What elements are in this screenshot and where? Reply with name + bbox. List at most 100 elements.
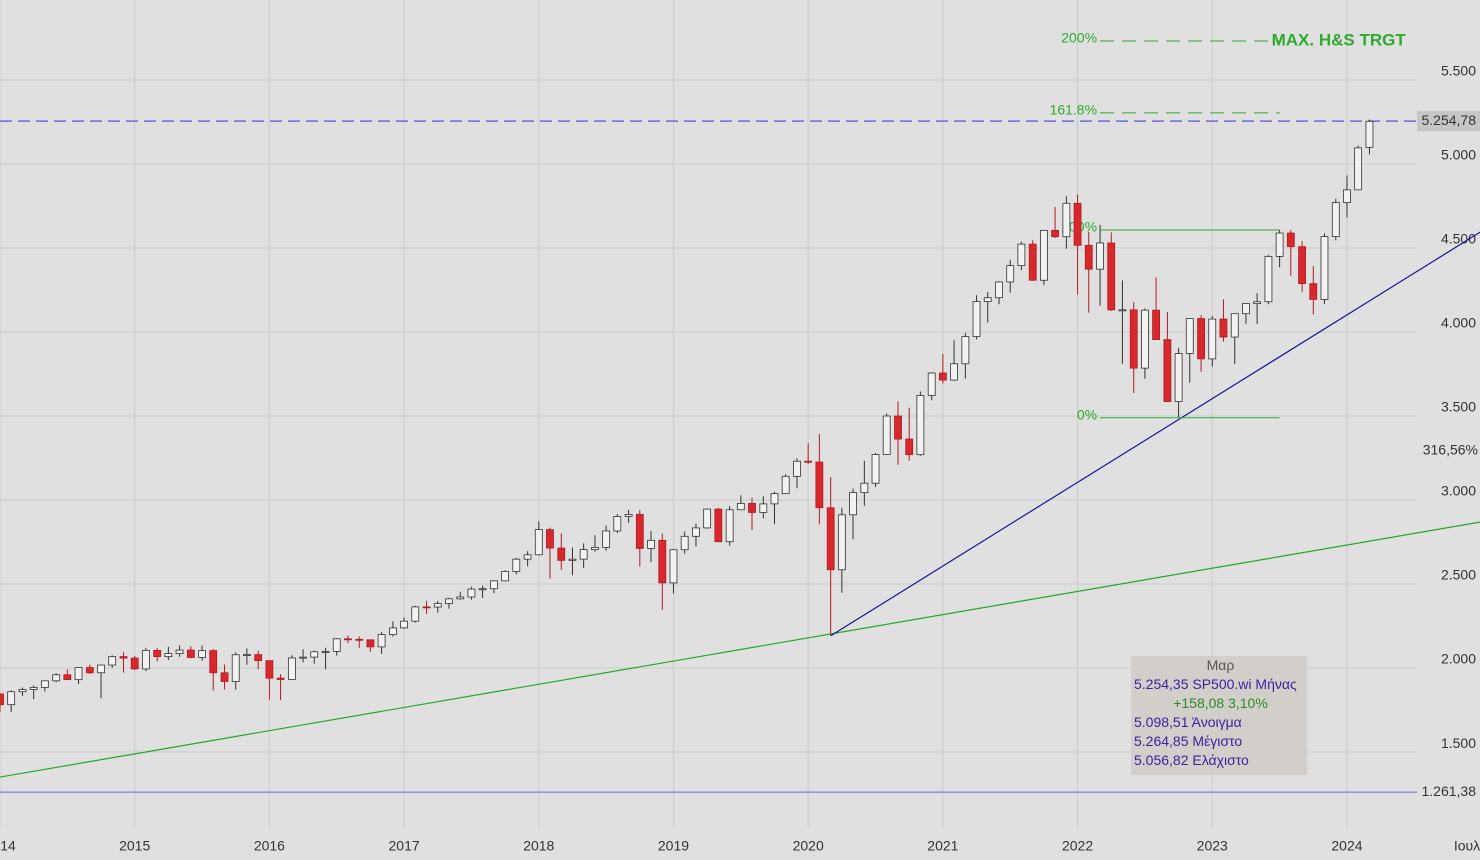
candle-body bbox=[29, 687, 38, 690]
candle-body bbox=[916, 395, 925, 456]
candle-body bbox=[624, 514, 633, 517]
candle-body bbox=[568, 558, 577, 561]
info-title: Μαρ bbox=[1206, 657, 1235, 673]
trendline bbox=[830, 231, 1480, 637]
y-tick-label: 3.000 bbox=[1441, 483, 1476, 499]
candle-body bbox=[186, 649, 195, 658]
candle-body bbox=[882, 415, 891, 455]
x-tick-label: 2021 bbox=[927, 838, 958, 854]
x-tick-label: 2023 bbox=[1197, 838, 1228, 854]
candle-body bbox=[546, 529, 554, 549]
candle-body bbox=[1320, 236, 1329, 300]
candle-body bbox=[894, 415, 902, 440]
candle-body bbox=[344, 638, 352, 641]
candle-body bbox=[1039, 229, 1048, 281]
candle-body bbox=[97, 664, 105, 674]
candle-body bbox=[523, 554, 532, 560]
candle-body bbox=[490, 580, 498, 590]
info-row: 5.098,51 Άνοιγμα bbox=[1134, 714, 1242, 730]
fib-label: 200% bbox=[1061, 30, 1097, 46]
info-row: +158,08 3,10% bbox=[1173, 695, 1268, 711]
x-tick-label: 2015 bbox=[119, 838, 150, 854]
candle-body bbox=[1051, 229, 1059, 238]
candle-body bbox=[366, 639, 375, 648]
candle-body bbox=[1118, 309, 1127, 312]
candle-body bbox=[1096, 242, 1104, 270]
candle-body bbox=[1264, 255, 1273, 303]
candle-body bbox=[310, 651, 319, 658]
candle-body bbox=[613, 516, 622, 532]
y-tick-label: 2.000 bbox=[1441, 651, 1476, 667]
candle-body bbox=[591, 547, 599, 550]
candle-body bbox=[736, 502, 745, 511]
candle-body bbox=[692, 527, 700, 537]
candle-body bbox=[1174, 353, 1183, 402]
candle-body bbox=[995, 281, 1003, 299]
candle-body bbox=[1073, 202, 1082, 246]
candle-body bbox=[579, 549, 588, 560]
level-label-box bbox=[1417, 111, 1480, 132]
candle-body bbox=[658, 539, 667, 584]
candle-body bbox=[299, 656, 307, 659]
candle-body bbox=[265, 660, 274, 679]
candle-body bbox=[242, 654, 251, 657]
candle-body bbox=[635, 514, 644, 549]
candle-body bbox=[781, 475, 790, 495]
candle-body bbox=[1152, 309, 1160, 340]
candle-body bbox=[7, 691, 16, 706]
level-label: 1.261,38 bbox=[1422, 783, 1477, 799]
candle-body bbox=[1028, 243, 1037, 281]
candle-body bbox=[400, 620, 408, 629]
candle-body bbox=[175, 649, 184, 654]
candle-body bbox=[1286, 232, 1295, 248]
candle-body bbox=[153, 650, 162, 658]
candle-body bbox=[871, 454, 880, 484]
candle-body bbox=[714, 508, 723, 543]
target-label: MAX. H&S TRGT bbox=[1272, 30, 1407, 49]
candle-body bbox=[1017, 243, 1026, 267]
candle-body bbox=[759, 503, 768, 513]
candle-body bbox=[445, 598, 453, 604]
fib-label: 0% bbox=[1077, 406, 1097, 422]
x-tick-label: 14 bbox=[0, 838, 16, 854]
level-label: 5.254,78 bbox=[1422, 112, 1477, 128]
y-tick-label: 3.500 bbox=[1441, 399, 1476, 415]
candle-body bbox=[119, 656, 128, 659]
candle-body bbox=[837, 514, 846, 571]
candle-body bbox=[130, 657, 139, 670]
candle-body bbox=[1354, 147, 1363, 191]
candle-body bbox=[422, 606, 431, 609]
candle-body bbox=[849, 492, 857, 516]
candle-body bbox=[0, 693, 4, 706]
candle-body bbox=[1129, 309, 1138, 369]
candle-body bbox=[647, 539, 655, 549]
candle-body bbox=[1242, 303, 1250, 315]
candle-body bbox=[972, 301, 981, 337]
candle-body bbox=[793, 460, 801, 477]
candle-body bbox=[321, 651, 330, 653]
candle-body bbox=[804, 460, 813, 463]
candle-body bbox=[389, 627, 397, 636]
candle-body bbox=[411, 606, 420, 622]
candle-body bbox=[52, 674, 61, 682]
candle-body bbox=[467, 588, 476, 598]
candle-body bbox=[1006, 265, 1015, 283]
candle-body bbox=[1219, 318, 1228, 338]
candle-body bbox=[703, 508, 712, 529]
candle-body bbox=[108, 656, 117, 666]
candle-body bbox=[748, 502, 756, 513]
x-tick-label: 2020 bbox=[793, 838, 824, 854]
candle-body bbox=[1185, 318, 1194, 354]
candle-body bbox=[983, 297, 992, 302]
x-tick-label: 2022 bbox=[1062, 838, 1093, 854]
candle-body bbox=[332, 638, 341, 652]
candle-body bbox=[512, 558, 521, 572]
candle-body bbox=[1298, 246, 1307, 285]
candle-body bbox=[254, 654, 263, 662]
info-box: Μαρ 5.254,35 SP500.wi Μήνας +158,08 3,10… bbox=[1131, 656, 1307, 775]
annotation: 316,56% bbox=[1423, 442, 1478, 458]
candle-body bbox=[927, 372, 936, 396]
x-tick-label: 2017 bbox=[389, 838, 420, 854]
candle-body bbox=[534, 529, 543, 556]
candle-body bbox=[478, 588, 487, 591]
